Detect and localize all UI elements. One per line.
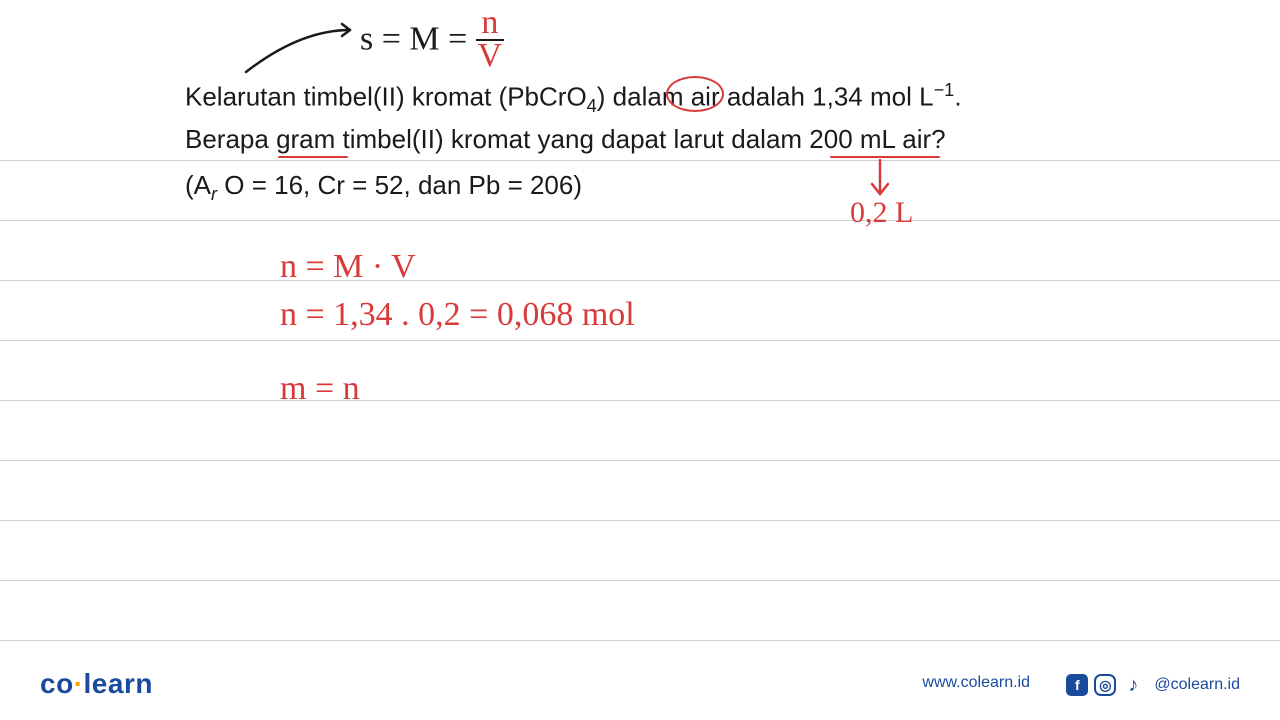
website-url: www.colearn.id xyxy=(922,674,1030,692)
content-layer: s = M = n V Kelarutan timbel(II) kromat … xyxy=(0,0,1280,720)
work-line-3: m = n xyxy=(280,370,360,408)
logo-dot-icon: · xyxy=(74,668,84,699)
work-line-1: n = M · V xyxy=(280,248,416,286)
tiktok-icon: ♪ xyxy=(1122,674,1144,696)
footer: co·learn www.colearn.id f ◎ ♪ @colearn.i… xyxy=(0,660,1280,700)
arrow-200ml-down xyxy=(0,0,1280,720)
work-line-2: n = 1,34 . 0,2 = 0,068 mol xyxy=(280,296,635,334)
social-handle: @colearn.id xyxy=(1154,676,1240,694)
instagram-icon: ◎ xyxy=(1094,674,1116,696)
facebook-icon: f xyxy=(1066,674,1088,696)
annotation-02l: 0,2 L xyxy=(850,196,913,230)
social-links: f ◎ ♪ @colearn.id xyxy=(1066,674,1240,696)
colearn-logo: co·learn xyxy=(40,668,153,700)
logo-learn: learn xyxy=(84,668,153,699)
logo-co: co xyxy=(40,668,74,699)
